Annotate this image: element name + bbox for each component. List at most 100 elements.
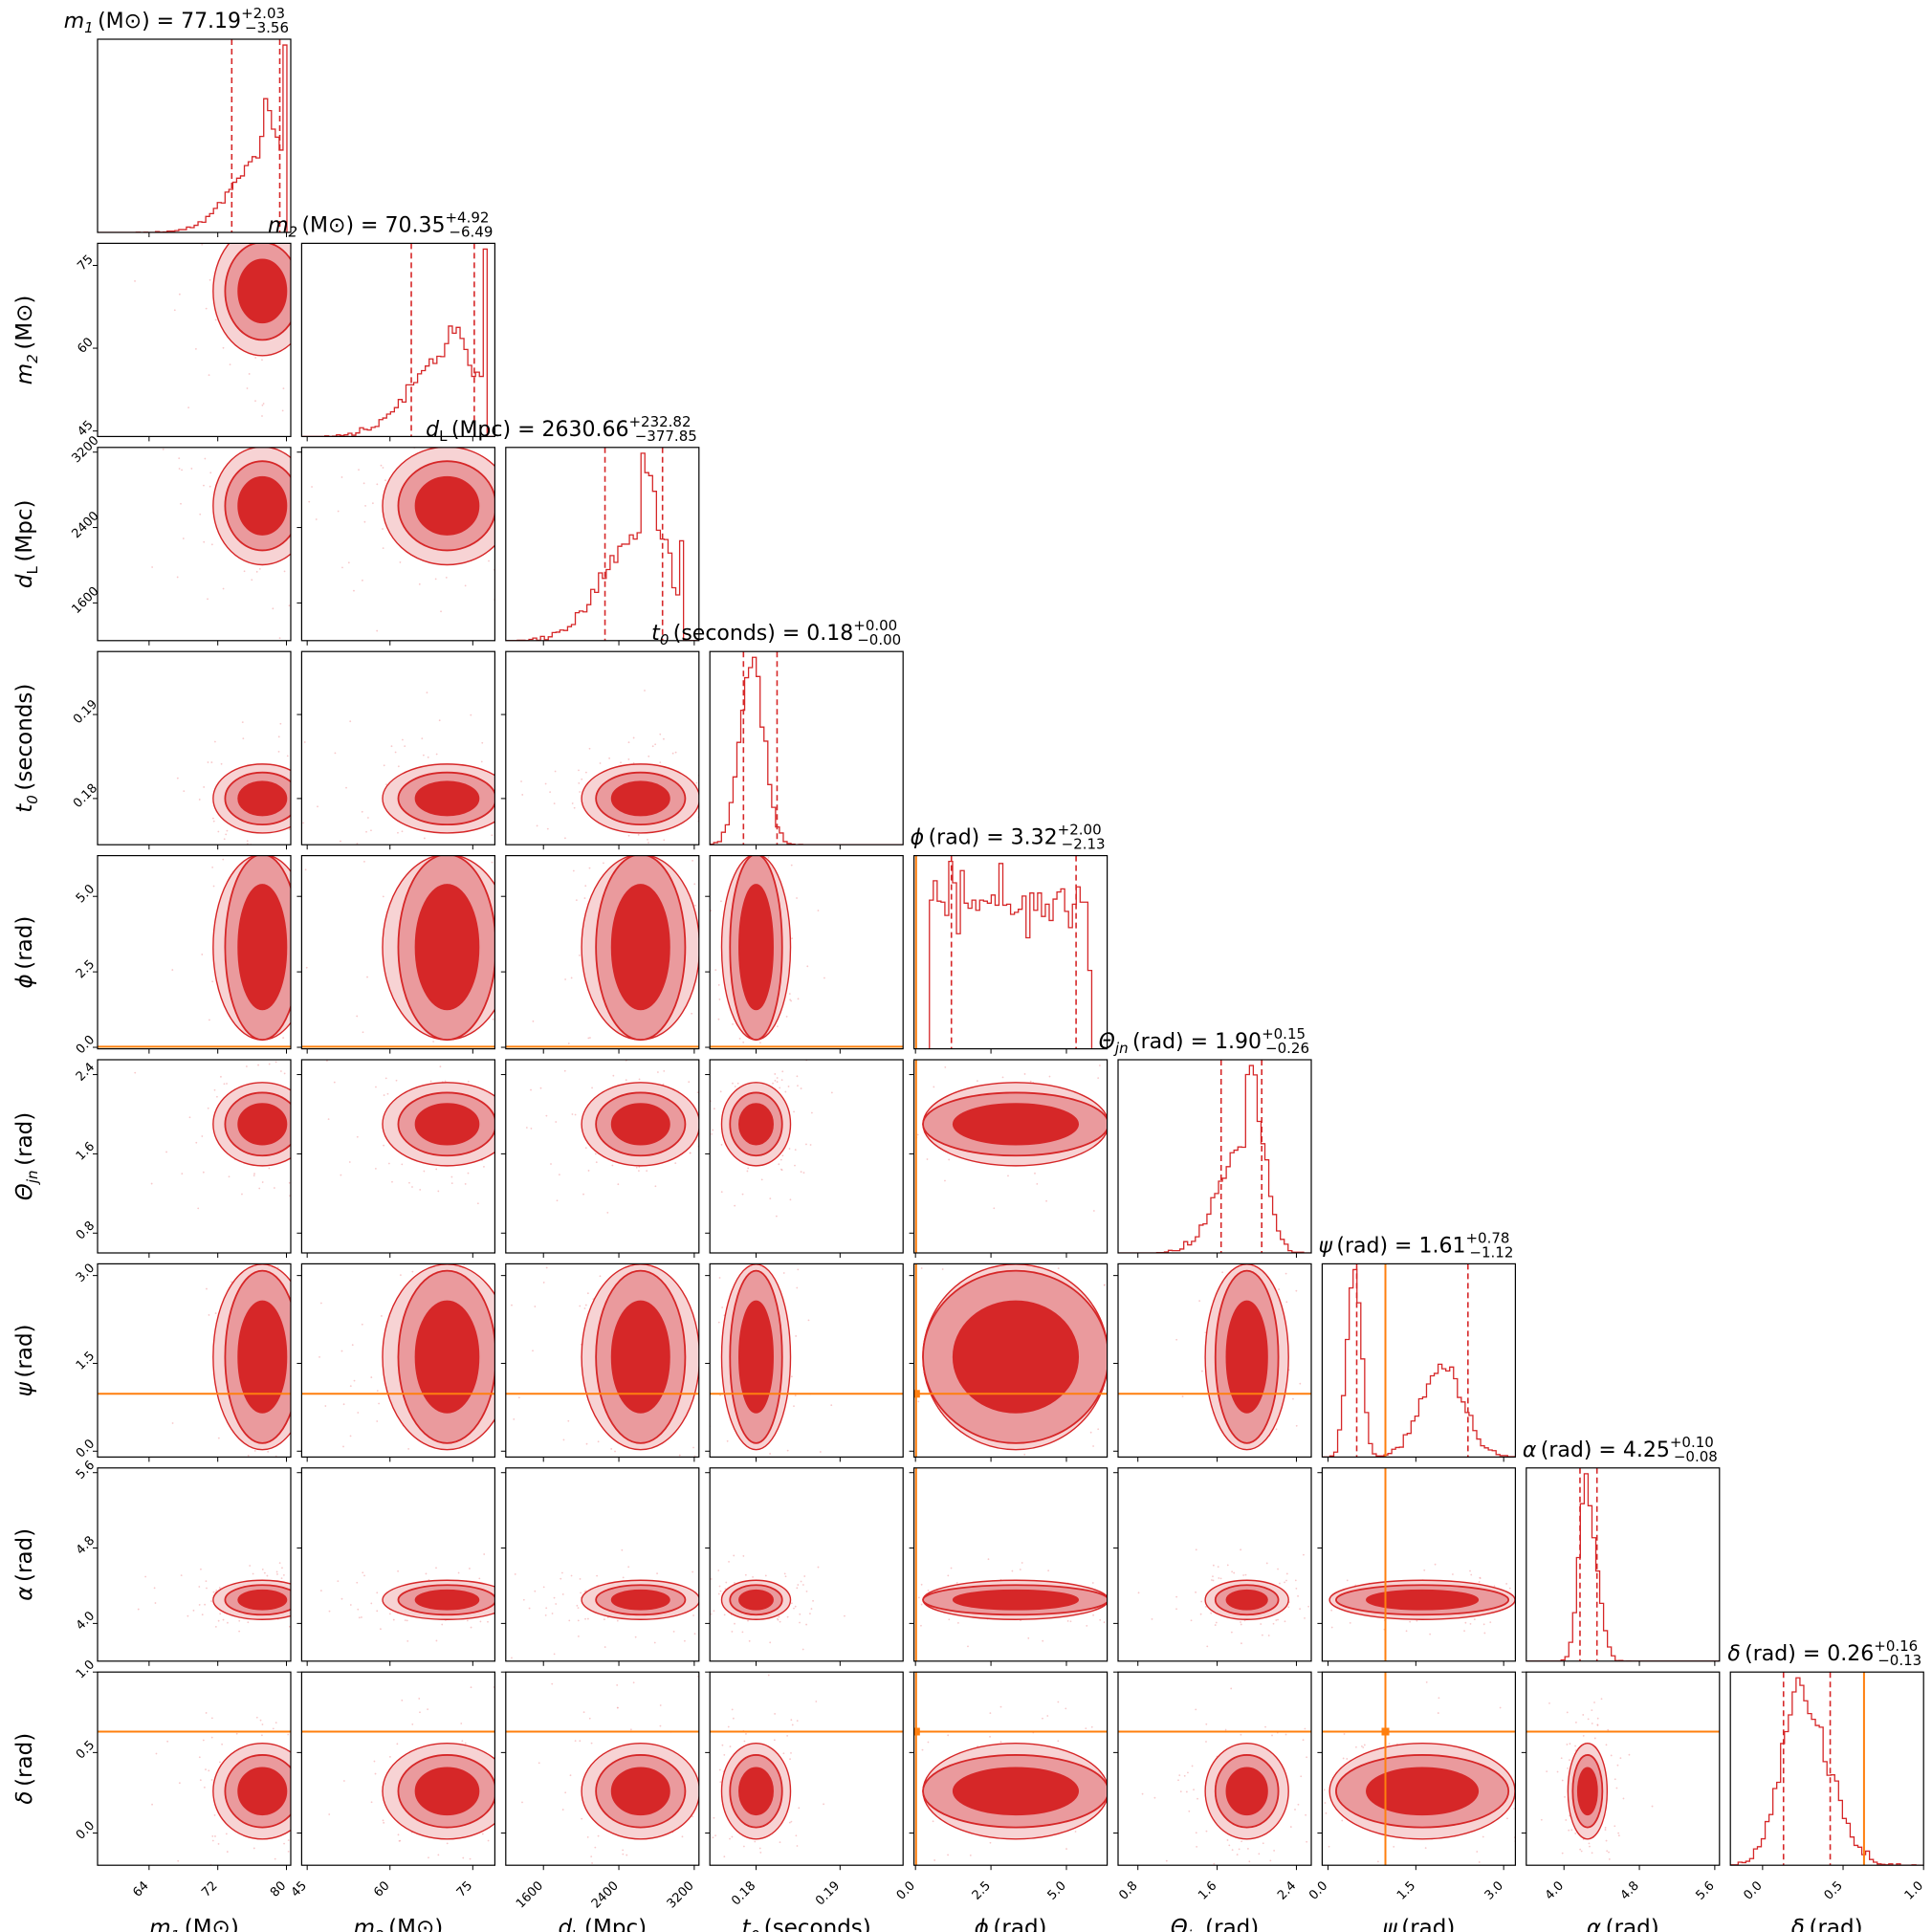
panel-frame	[97, 38, 292, 233]
panel-alpha-alpha	[1526, 1467, 1721, 1666]
xtick-theta-2: 2.4	[1275, 1878, 1299, 1902]
contour-m2-psi-2	[414, 1300, 480, 1414]
panel-theta-alpha	[1113, 1467, 1312, 1666]
panel-frame	[1117, 1671, 1312, 1866]
panel-frame	[505, 1059, 700, 1254]
contour-theta-alpha-2	[1225, 1589, 1268, 1611]
xtick-phi-0: 0.0	[894, 1878, 918, 1902]
panel-frame	[97, 447, 292, 642]
panel-frame	[505, 854, 700, 1050]
panel-frame	[97, 1059, 292, 1254]
truth-marker-phi-delta	[913, 1727, 920, 1736]
ytick-delta-1: 0.5	[74, 1738, 98, 1762]
contour-m2-t0-2	[414, 780, 480, 817]
contour-dL-theta-2	[610, 1103, 670, 1146]
histogram-theta	[1118, 1065, 1311, 1253]
histogram-alpha	[1526, 1473, 1720, 1661]
ylabel-alpha: α (rad)	[12, 1528, 37, 1601]
contour-t0-delta-2	[738, 1767, 774, 1816]
xlabel-alpha: α (rad)	[1587, 1916, 1659, 1932]
panel-frame	[912, 1059, 1109, 1254]
xtick-alpha-2: 5.6	[1693, 1878, 1717, 1902]
ytick-delta-0: 0.0	[74, 1818, 98, 1842]
contour-m2-dL-2	[414, 475, 480, 536]
panel-frame	[505, 1467, 700, 1662]
ylabel-dL: dL (Mpc)	[12, 499, 41, 588]
panel-theta-theta	[1117, 1059, 1312, 1258]
panel-frame	[1117, 1467, 1312, 1662]
panel-frame	[300, 1671, 495, 1866]
xtick-delta-2: 1.0	[1902, 1878, 1926, 1902]
xlabel-m1: m1 (M⊙)	[149, 1916, 239, 1932]
xtick-alpha-1: 4.8	[1618, 1878, 1642, 1902]
panel-frame	[912, 854, 1109, 1050]
ytick-psi-1: 1.5	[74, 1349, 98, 1372]
panel-theta-delta	[1113, 1671, 1312, 1871]
panel-t0-t0	[709, 650, 904, 850]
panel-frame	[1117, 1059, 1312, 1254]
contour-m2-delta-2	[414, 1767, 480, 1816]
contour-t0-psi-2	[738, 1300, 774, 1414]
xlabel-dL: dL (Mpc)	[558, 1916, 647, 1932]
panel-dL-delta	[500, 1671, 700, 1871]
panel-frame	[709, 650, 904, 845]
contour-dL-psi-2	[610, 1300, 670, 1414]
contour-m1-theta-2	[237, 1103, 288, 1146]
panel-frame	[300, 447, 495, 642]
title-phi: ϕ (rad) = 3.32+2.00 −2.13	[911, 822, 1106, 853]
panel-frame	[1526, 1671, 1721, 1866]
panel-m2-m2	[300, 242, 495, 442]
panel-frame	[1526, 1467, 1721, 1662]
contour-theta-delta-2	[1225, 1767, 1268, 1816]
truth-marker-phi-psi	[913, 1390, 920, 1398]
xlabel-phi: ϕ (rad)	[975, 1916, 1047, 1932]
panel-frame	[709, 1671, 904, 1866]
contour-m1-dL-2	[237, 475, 288, 536]
title-dL: dL (Mpc) = 2630.66+232.82 −377.85	[426, 413, 697, 445]
histogram-m2	[301, 248, 495, 437]
xtick-m2-1: 60	[371, 1878, 392, 1899]
panel-m1-delta	[93, 1671, 292, 1871]
xlabel-psi: ψ (rad)	[1382, 1916, 1455, 1932]
title-theta: Θjn (rad) = 1.90+0.15 −0.26	[1099, 1025, 1309, 1057]
panel-phi-theta	[909, 1059, 1109, 1258]
xtick-psi-1: 1.5	[1394, 1878, 1418, 1902]
panel-frame	[912, 1262, 1109, 1459]
panel-psi-psi	[1321, 1262, 1517, 1462]
ylabel-phi: ϕ (rad)	[12, 916, 37, 989]
contour-theta-psi-2	[1225, 1300, 1268, 1414]
panel-frame	[709, 1059, 904, 1254]
ytick-theta-2: 2.4	[74, 1060, 98, 1084]
title-m2: m2 (M⊙) = 70.35+4.92 −6.49	[268, 209, 493, 240]
panel-m1-m1	[97, 38, 292, 237]
ylabel-t0: t0 (seconds)	[12, 684, 41, 813]
title-alpha: α (rad) = 4.25+0.10 −0.08	[1523, 1434, 1718, 1465]
panel-frame	[300, 242, 495, 437]
ylabel-delta: δ (rad)	[12, 1733, 37, 1805]
xtick-dL-0: 1600	[514, 1878, 546, 1911]
ytick-theta-1: 1.6	[74, 1139, 98, 1163]
histogram-t0	[710, 656, 904, 845]
panel-m1-theta	[93, 1059, 292, 1258]
panel-dL-theta	[500, 1059, 700, 1258]
contour-m1-psi-2	[237, 1300, 288, 1414]
panel-dL-alpha	[500, 1467, 700, 1666]
panel-frame	[1117, 1262, 1312, 1459]
contour-dL-delta-2	[610, 1767, 670, 1816]
contour-m2-phi-2	[414, 884, 480, 1011]
xtick-phi-2: 5.0	[1045, 1878, 1069, 1902]
panel-m2-phi	[296, 854, 495, 1054]
panel-frame	[97, 854, 292, 1050]
panel-phi-phi	[912, 854, 1109, 1054]
xtick-psi-0: 0.0	[1306, 1878, 1330, 1902]
contour-m1-t0-2	[237, 780, 288, 817]
contour-t0-alpha-2	[738, 1589, 774, 1611]
panel-m1-alpha	[93, 1467, 292, 1666]
panel-m1-m2	[93, 242, 292, 442]
panel-frame	[505, 447, 700, 642]
histogram-m1	[98, 44, 291, 232]
panel-t0-delta	[705, 1671, 904, 1871]
panel-frame	[1729, 1671, 1924, 1866]
panel-frame	[505, 650, 700, 845]
xtick-psi-2: 3.0	[1482, 1878, 1506, 1902]
